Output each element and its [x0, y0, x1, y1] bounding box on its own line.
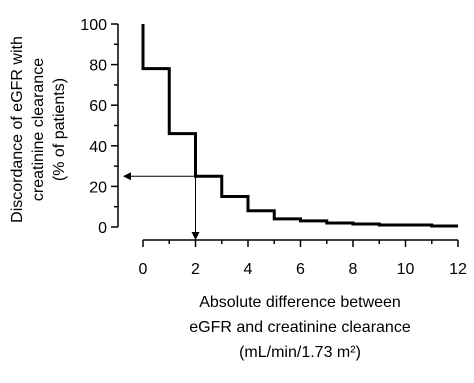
y-tick-label: 80 — [89, 58, 107, 75]
x-tick-label: 8 — [349, 261, 358, 278]
x-tick-label: 10 — [397, 261, 415, 278]
x-tick-label: 6 — [296, 261, 305, 278]
y-tick-label: 40 — [89, 139, 107, 156]
x-axis-label: Absolute difference between — [199, 294, 401, 311]
step-line — [141, 24, 458, 228]
y-axis-label: (% of patients) — [51, 78, 68, 181]
y-axis-label: creatinine clearance — [30, 58, 47, 201]
x-tick-label: 12 — [449, 261, 467, 278]
x-tick-label: 4 — [244, 261, 253, 278]
y-axis-label: Discordance of eGFR with — [9, 36, 26, 223]
y-tick-label: 20 — [89, 179, 107, 196]
y-tick-label: 60 — [89, 98, 107, 115]
x-axis-label: eGFR and creatinine clearance — [189, 319, 411, 336]
y-tick-label: 0 — [98, 220, 107, 237]
x-tick-label: 2 — [191, 261, 200, 278]
x-tick-label: 0 — [139, 261, 148, 278]
x-axis-label: (mL/min/1.73 m²) — [239, 344, 361, 361]
y-tick-label: 100 — [80, 17, 107, 34]
